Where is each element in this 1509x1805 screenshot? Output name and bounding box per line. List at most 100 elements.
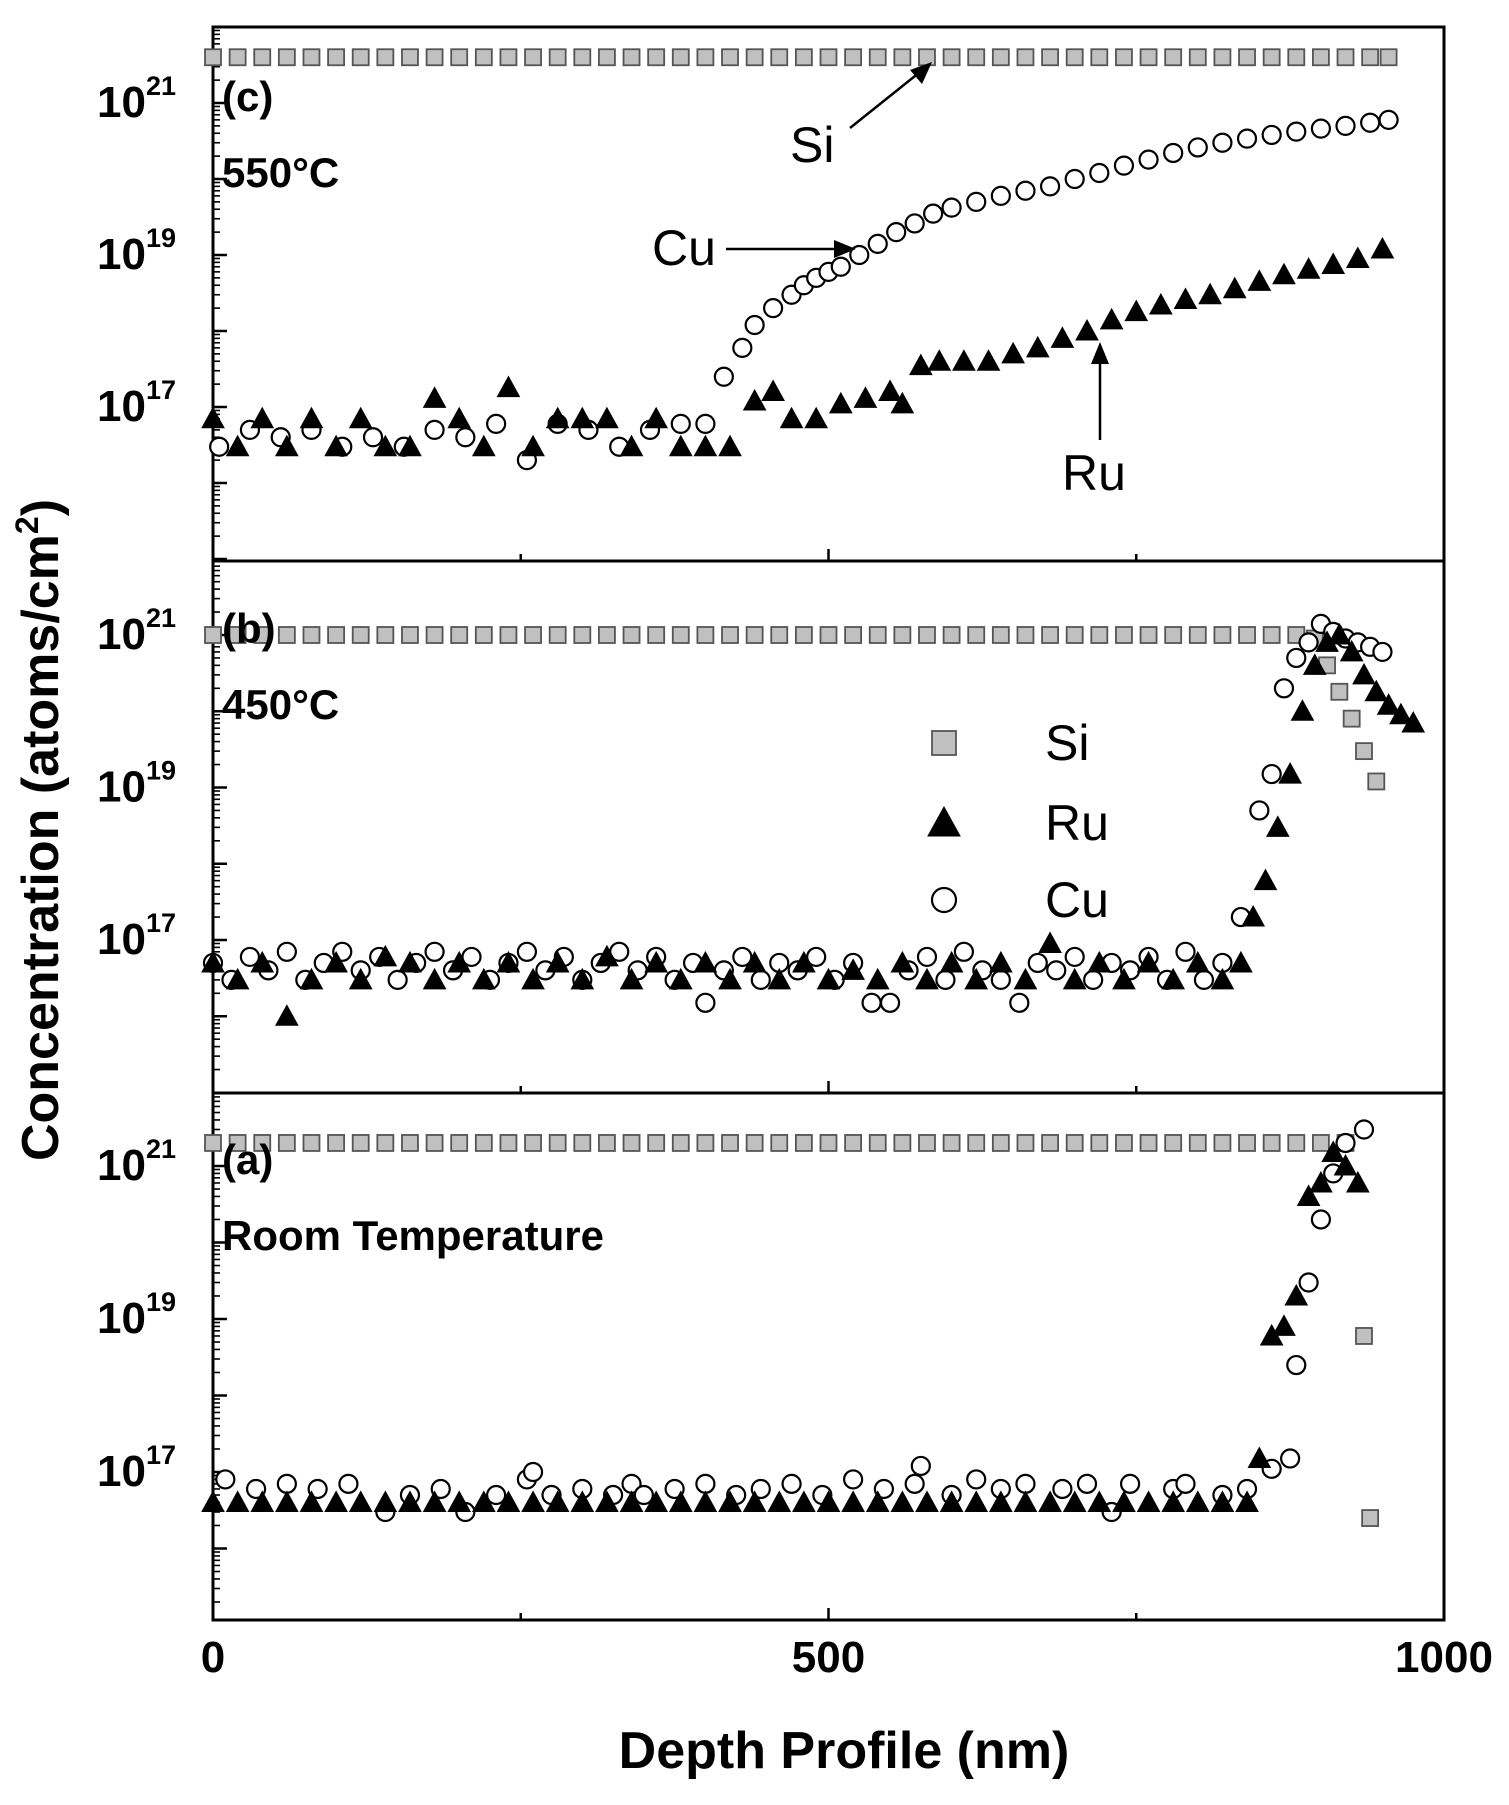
data-point-cu <box>849 244 870 266</box>
data-point-si <box>425 626 444 644</box>
data-point-ru <box>275 1004 299 1026</box>
x-tick-label: 1000 <box>1395 1633 1493 1682</box>
data-point-ru <box>1247 269 1272 291</box>
data-point-si <box>1041 626 1059 644</box>
data-point-ru <box>324 1490 348 1512</box>
data-point-ru <box>225 434 250 457</box>
legend-label-ru: Ru <box>1045 795 1109 851</box>
data-point-ru <box>447 406 472 429</box>
data-point-si <box>425 48 444 67</box>
data-point-ru <box>348 1490 373 1512</box>
legend-circle-icon <box>930 886 958 914</box>
data-point-ru <box>1241 905 1266 927</box>
data-point-si <box>745 626 764 644</box>
data-point-ru <box>1309 1170 1333 1193</box>
data-point-si <box>450 626 469 644</box>
data-point-ru <box>1050 326 1075 348</box>
annotation-si-arrowhead <box>910 62 932 84</box>
data-point-ru <box>570 967 595 990</box>
data-point-si <box>598 48 616 67</box>
data-point-si <box>1287 1134 1306 1152</box>
data-point-si <box>696 1134 715 1152</box>
data-point-cu <box>1046 960 1067 981</box>
data-point-si <box>450 1134 469 1152</box>
data-point-ru <box>644 1490 669 1512</box>
data-point-si <box>302 1134 321 1152</box>
data-point-ru <box>988 950 1013 973</box>
data-point-ru <box>595 406 619 429</box>
data-point-si <box>573 48 592 67</box>
data-point-ru <box>865 1490 890 1512</box>
data-point-ru <box>1265 815 1290 837</box>
panel-b-label: (b) <box>222 605 276 652</box>
series-si-c <box>204 48 1398 67</box>
panel-a-ytick-label: 1021 <box>97 1134 176 1190</box>
data-point-ru <box>1099 307 1124 330</box>
data-point-ru <box>1062 967 1087 990</box>
data-point-cu <box>1064 168 1085 190</box>
data-point-si <box>622 1134 641 1152</box>
data-point-cu <box>1212 132 1233 153</box>
data-point-si <box>770 48 789 67</box>
data-point-ru <box>1376 693 1401 715</box>
data-point-ru <box>373 944 398 967</box>
ytick-base: 10 <box>97 382 146 431</box>
data-point-ru <box>668 434 693 457</box>
data-point-ru <box>373 1490 398 1512</box>
data-point-cu <box>1052 1478 1073 1500</box>
data-point-cu <box>1175 941 1196 962</box>
data-point-ru <box>447 1490 472 1512</box>
data-point-ru <box>804 406 829 429</box>
data-point-ru <box>299 406 324 429</box>
data-point-cu <box>1378 109 1399 130</box>
data-point-ru <box>324 950 348 973</box>
data-point-si <box>1238 48 1256 67</box>
data-point-si <box>647 48 666 67</box>
data-point-si <box>573 1134 592 1152</box>
data-point-si <box>376 48 395 67</box>
y-axis-title-end: ) <box>12 499 70 516</box>
data-point-ru <box>828 391 853 414</box>
data-point-si <box>598 626 616 644</box>
data-point-si <box>844 626 863 644</box>
data-point-ru <box>496 375 521 398</box>
data-point-ru <box>619 1490 644 1512</box>
data-point-si <box>1367 772 1386 791</box>
data-point-ru <box>767 967 792 990</box>
ytick-exponent: 21 <box>146 603 176 633</box>
data-point-si <box>228 626 247 644</box>
data-point-ru <box>225 967 250 990</box>
data-point-si <box>745 48 764 67</box>
data-point-ru <box>1001 341 1025 364</box>
data-point-ru <box>816 967 841 990</box>
data-point-cu <box>830 256 851 277</box>
data-point-cu <box>1310 118 1332 139</box>
data-point-ru <box>964 1490 989 1512</box>
panel-a-ytick-label: 1019 <box>97 1287 176 1343</box>
data-point-ru <box>521 434 545 457</box>
data-point-si <box>1287 48 1306 67</box>
data-point-cu <box>861 992 882 1013</box>
data-point-si <box>327 48 346 67</box>
data-point-ru <box>1321 1140 1346 1163</box>
data-point-si <box>918 626 936 644</box>
data-point-si <box>1188 48 1207 67</box>
panel-c-ytick-label: 1017 <box>97 375 176 431</box>
data-point-cu <box>1353 1119 1375 1140</box>
data-point-ru <box>1401 711 1426 733</box>
data-point-si <box>1139 1134 1158 1152</box>
data-point-si <box>918 48 936 67</box>
data-point-ru <box>619 434 644 457</box>
data-point-si <box>425 1134 444 1152</box>
data-point-ru <box>299 967 324 990</box>
data-point-cu <box>461 946 482 968</box>
data-point-si <box>1016 626 1035 644</box>
data-point-cu <box>966 191 987 212</box>
data-point-si <box>893 626 912 644</box>
data-point-ru <box>890 391 915 414</box>
data-point-cu <box>1163 142 1184 164</box>
data-point-si <box>647 1134 666 1152</box>
x-tick-label: 0 <box>201 1633 225 1682</box>
